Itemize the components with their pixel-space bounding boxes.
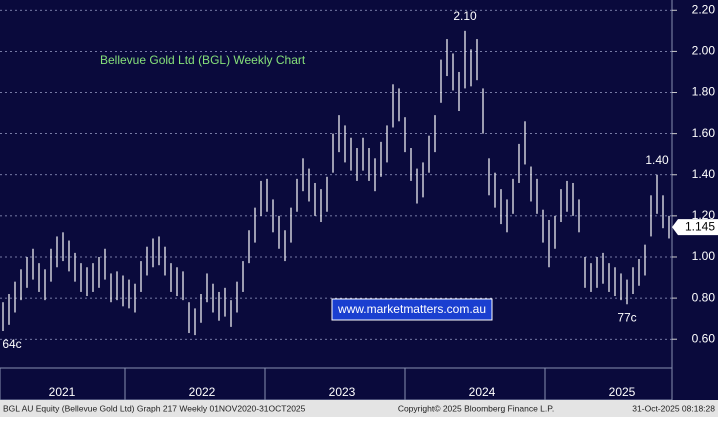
y-tick-label: 2.20: [692, 2, 716, 16]
last-price-label: 1.145: [685, 219, 715, 233]
y-tick-label: 0.60: [692, 331, 716, 345]
y-tick-label: 2.00: [692, 44, 716, 58]
x-tick-label: 2025: [609, 385, 636, 399]
watermark: www.marketmatters.com.au: [337, 302, 486, 316]
x-tick-label: 2022: [189, 385, 216, 399]
background: [0, 0, 718, 400]
y-tick-label: 1.40: [692, 167, 716, 181]
y-tick-label: 1.80: [692, 85, 716, 99]
chart-title: Bellevue Gold Ltd (BGL) Weekly Chart: [100, 53, 306, 67]
annotation: 2.10: [453, 9, 477, 23]
footer-right: 31-Oct-2025 08:18:28: [632, 403, 715, 413]
x-tick-label: 2021: [49, 385, 76, 399]
watermark-box: [331, 298, 493, 321]
y-tick-label: 0.80: [692, 290, 716, 304]
y-tick-label: 1.20: [692, 208, 716, 222]
annotation: 1.40: [645, 153, 669, 167]
footer-left: BGL AU Equity (Bellevue Gold Ltd) Graph …: [3, 403, 306, 413]
footer-bar: [0, 400, 718, 417]
x-tick-label: 2023: [329, 385, 356, 399]
annotation: 77c: [617, 310, 636, 324]
annotation: 64c: [2, 337, 21, 351]
last-price-tag: [672, 219, 718, 236]
y-tick-label: 1.00: [692, 249, 716, 263]
y-tick-label: 1.60: [692, 126, 716, 140]
footer-center: Copyright© 2025 Bloomberg Finance L.P.: [398, 403, 554, 413]
x-axis-strip: [0, 367, 673, 401]
x-tick-label: 2024: [469, 385, 496, 399]
